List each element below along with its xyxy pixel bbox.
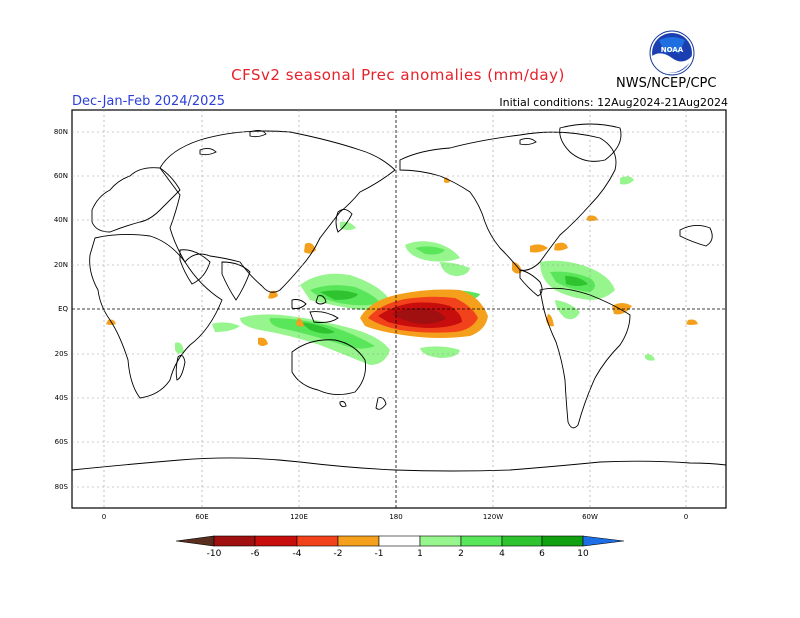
colorbar-label: 6 (539, 549, 545, 559)
equator-dateline (72, 110, 726, 508)
lon-label: 120E (290, 513, 308, 521)
chart-title: CFSv2 seasonal Prec anomalies (mm/day) (231, 66, 565, 84)
colorbar-swatch (419, 535, 462, 547)
colorbar-swatch (501, 535, 543, 547)
initial-conditions-label: Initial conditions: 12Aug2024-21Aug2024 (499, 96, 728, 109)
colorbar-label: 4 (499, 549, 505, 559)
colorbar-label: -2 (334, 549, 343, 559)
colorbar-label: -4 (293, 549, 302, 559)
lon-label: 0 (684, 513, 688, 521)
colorbar-swatch (337, 535, 380, 547)
longitude-labels: 0 60E 120E 180 120W 60W 0 (102, 513, 688, 521)
colorbar-swatch (254, 535, 298, 547)
lon-label: 180 (389, 513, 402, 521)
lat-label: 80N (54, 128, 68, 136)
lat-label: EQ (58, 305, 68, 313)
colorbar-labels: -10 -6 -4 -2 -1 1 2 4 6 10 (207, 549, 589, 559)
agency-label: NWS/NCEP/CPC (616, 76, 717, 91)
colorbar-swatch (296, 535, 339, 547)
colorbar-label: -6 (251, 549, 260, 559)
lat-label: 20N (54, 261, 68, 269)
colorbar-swatch (460, 535, 503, 547)
coastlines (71, 123, 727, 472)
colorbar (175, 535, 625, 547)
colorbar-label: 1 (417, 549, 423, 559)
colorbar-label: 10 (577, 549, 589, 559)
anomaly-fields (106, 176, 698, 365)
latitude-labels: 80N 60N 40N 20N EQ 20S 40S 60S 80S (54, 128, 69, 491)
lon-label: 0 (102, 513, 106, 521)
colorbar-swatch (175, 535, 215, 547)
noaa-logo-icon: NOAA (649, 30, 695, 76)
colorbar-label: -1 (375, 549, 384, 559)
svg-text:NOAA: NOAA (661, 46, 684, 54)
colorbar-swatch (378, 535, 421, 547)
season-label: Dec-Jan-Feb 2024/2025 (72, 94, 225, 109)
lon-label: 120W (483, 513, 503, 521)
lat-label: 80S (55, 483, 69, 491)
colorbar-label: -10 (207, 549, 222, 559)
lat-label: 40N (54, 216, 68, 224)
colorbar-swatch (213, 535, 256, 547)
lon-label: 60E (195, 513, 208, 521)
lat-label: 20S (55, 350, 69, 358)
colorbar-swatch (582, 535, 625, 547)
lat-label: 60N (54, 172, 68, 180)
colorbar-label: 2 (458, 549, 464, 559)
colorbar-swatch (541, 535, 584, 547)
lat-label: 60S (55, 438, 69, 446)
lon-label: 60W (582, 513, 598, 521)
gridlines (72, 110, 726, 508)
lat-label: 40S (55, 394, 69, 402)
